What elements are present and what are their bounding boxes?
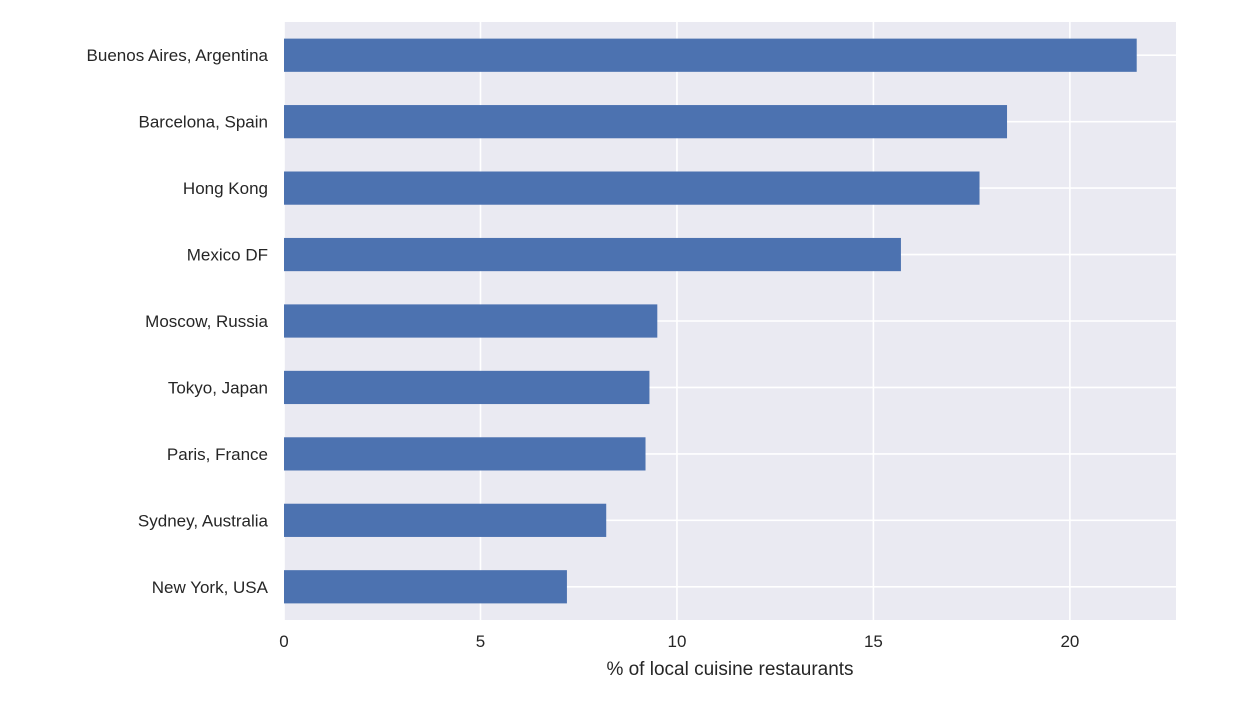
bar [284,370,650,405]
x-tick-label: 20 [1060,632,1079,651]
x-tick-label: 5 [476,632,485,651]
y-tick-label: Hong Kong [183,179,268,198]
x-tick-label: 15 [864,632,883,651]
bar [284,38,1137,72]
y-tick-label: Barcelona, Spain [139,113,268,132]
x-tick-label: 10 [667,632,686,651]
bar [284,304,658,338]
y-tick-label: Moscow, Russia [145,312,268,331]
bar [284,570,567,604]
y-tick-label: New York, USA [152,578,269,597]
bar [284,503,607,537]
y-tick-label: Sydney, Australia [138,511,269,530]
y-tick-label: Tokyo, Japan [168,378,268,397]
bar [284,237,901,272]
x-tick-label: 0 [279,632,288,651]
bar [284,105,1008,139]
y-tick-labels: Buenos Aires, Argentina Barcelona, Spain H… [87,46,269,597]
y-tick-label: Mexico DF [187,246,268,265]
bars [284,38,1137,604]
bar [284,171,980,205]
y-tick-label: Buenos Aires, Argentina [87,46,269,65]
bar [284,437,646,471]
y-tick-label: Paris, France [167,445,268,464]
x-tick-labels: 0 5 10 15 20 [279,632,1079,651]
x-axis-label: % of local cuisine restaurants [606,659,853,680]
